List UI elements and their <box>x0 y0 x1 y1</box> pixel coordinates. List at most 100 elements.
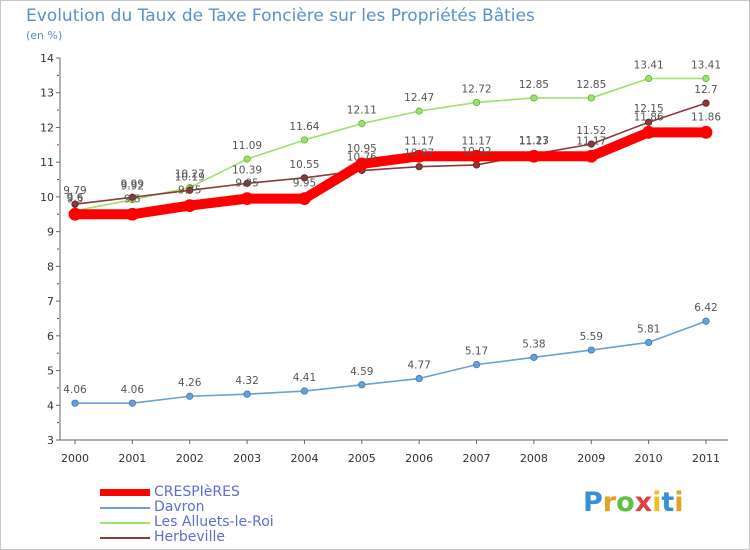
data-label: 9.75 <box>178 185 201 197</box>
data-label: 5.81 <box>637 323 660 335</box>
y-tick-label: 5 <box>47 365 54 378</box>
data-point <box>243 179 251 187</box>
data-point <box>300 136 309 144</box>
data-label: 12.85 <box>576 79 606 91</box>
x-tick-label: 2004 <box>290 452 318 465</box>
x-tick-label: 2010 <box>635 452 663 465</box>
data-label: 9.95 <box>293 178 316 190</box>
data-label: 9.92 <box>121 181 144 193</box>
x-tick-label: 2006 <box>405 452 433 465</box>
data-label: 9.5 <box>124 193 141 205</box>
data-label: 12.72 <box>462 83 492 95</box>
data-label: 9.6 <box>67 192 84 204</box>
data-point <box>702 99 710 107</box>
data-label: 10.39 <box>232 164 262 176</box>
data-point <box>71 200 79 208</box>
data-point <box>240 192 254 206</box>
series-line-1 <box>74 320 707 404</box>
logo-letter: o <box>616 487 635 518</box>
logo-letter: P <box>583 487 603 518</box>
data-point <box>702 317 710 325</box>
data-point <box>298 192 311 206</box>
y-tick-label: 7 <box>47 295 54 308</box>
data-point <box>412 149 426 163</box>
data-label: 10.95 <box>347 143 377 155</box>
data-label: 11.86 <box>634 111 664 123</box>
legend-swatch-alluets <box>100 522 150 524</box>
data-label: 13.41 <box>691 59 721 71</box>
data-point <box>68 207 82 221</box>
data-label: 11.17 <box>519 135 549 147</box>
data-label: 5.38 <box>522 338 545 350</box>
data-label: 9.5 <box>67 193 84 205</box>
data-label: 4.06 <box>63 384 87 396</box>
data-point <box>472 161 481 169</box>
data-label: 5.17 <box>465 346 488 358</box>
legend-label-crespieres: CRESPIèRES <box>154 484 240 500</box>
logo-letter: i <box>652 487 662 518</box>
data-point <box>587 346 595 354</box>
y-tick-label: 10 <box>40 191 54 204</box>
legend-swatch-crespieres <box>100 489 150 496</box>
data-point <box>584 149 598 163</box>
data-label: 12.85 <box>519 79 549 91</box>
data-point <box>645 74 653 83</box>
x-tick-label: 2000 <box>61 452 89 465</box>
data-label: 10.27 <box>175 169 205 181</box>
y-tick-label: 8 <box>47 260 54 273</box>
data-label: 11.17 <box>462 135 492 147</box>
data-point <box>530 94 538 102</box>
data-label: 10.76 <box>347 152 377 164</box>
data-label: 13.41 <box>634 59 664 71</box>
data-point <box>128 193 136 201</box>
data-point <box>645 338 653 347</box>
data-point <box>300 387 309 395</box>
x-tick-label: 2008 <box>520 452 548 465</box>
y-tick-label: 9 <box>47 226 54 239</box>
data-point <box>358 381 366 389</box>
data-label: 12.11 <box>347 105 377 117</box>
x-tick-label: 2001 <box>118 452 146 465</box>
data-label: 4.41 <box>293 372 316 384</box>
series-line-3 <box>74 102 707 206</box>
data-point <box>243 155 251 163</box>
data-label: 9.99 <box>121 178 144 190</box>
data-point <box>183 199 197 212</box>
data-label: 9.95 <box>235 178 258 190</box>
y-tick-label: 3 <box>47 434 54 447</box>
data-point <box>355 157 369 171</box>
data-label: 4.32 <box>235 375 258 387</box>
proxiti-logo: Proxiti <box>583 487 684 518</box>
series-line-2 <box>74 77 707 212</box>
data-point <box>470 149 483 163</box>
logo-letter: x <box>634 487 653 518</box>
x-tick-label: 2009 <box>577 452 605 465</box>
chart-unit-label: (en %) <box>26 29 63 42</box>
data-label: 4.59 <box>350 366 373 378</box>
y-tick-label: 13 <box>40 87 54 100</box>
data-point <box>527 149 541 163</box>
data-point <box>243 390 251 398</box>
legend-label-alluets: Les Alluets-le-Roi <box>154 514 274 530</box>
logo-letter: r <box>602 487 617 518</box>
data-point <box>186 186 194 194</box>
x-tick-label: 2003 <box>233 452 261 465</box>
data-label: 11.52 <box>576 125 606 137</box>
data-label: 10.19 <box>175 171 205 183</box>
data-label: 12.47 <box>404 92 434 104</box>
data-label: 4.26 <box>178 377 202 389</box>
data-point <box>300 174 309 182</box>
x-tick-label: 2005 <box>348 452 376 465</box>
data-label: 11.17 <box>404 135 434 147</box>
logo-letter: t <box>661 487 675 518</box>
logo-letter: i <box>674 487 684 518</box>
legend-label-davron: Davron <box>154 499 205 515</box>
data-label: 11.86 <box>691 111 721 123</box>
data-label: 9.79 <box>63 185 86 197</box>
data-point <box>645 118 653 126</box>
x-tick-label: 2007 <box>463 452 491 465</box>
data-point <box>128 399 136 407</box>
data-label: 5.59 <box>580 331 603 343</box>
data-point <box>472 361 481 369</box>
